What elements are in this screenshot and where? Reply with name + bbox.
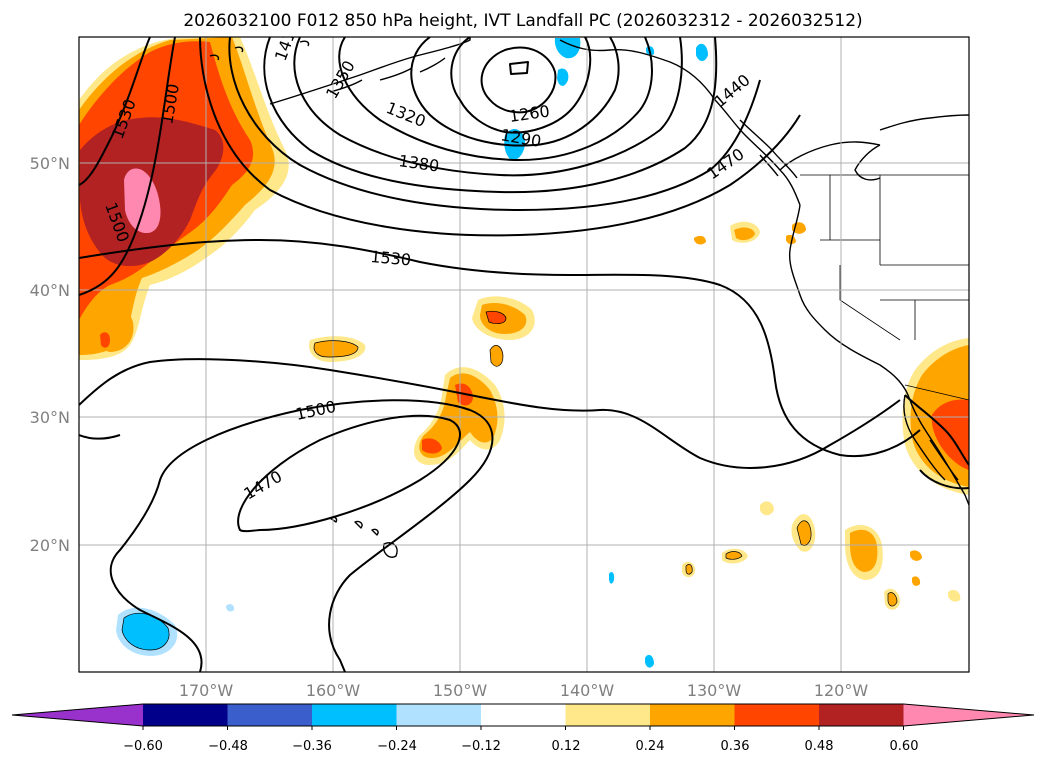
- shade-s1: [760, 501, 774, 516]
- contour-sw: [919, 469, 969, 490]
- shade-s8: [948, 589, 961, 602]
- lat-label: 30°N: [30, 408, 70, 427]
- colorbar-extend-high: [903, 704, 1034, 726]
- shade-neg6: [226, 604, 235, 612]
- colorbar-segment: [650, 704, 736, 726]
- contour-1500-loop: [109, 399, 494, 672]
- contour-baja-outline: [904, 394, 969, 466]
- shade-neg4: [557, 68, 569, 86]
- us-west-coast: [788, 204, 969, 506]
- lon-label: 160°W: [306, 681, 361, 700]
- colorbar-segment: [819, 704, 905, 726]
- colorbar-segment: [565, 704, 651, 726]
- aleutian-islands: [209, 40, 310, 61]
- colorbar-ticks: −0.60 −0.48 −0.36 −0.24 −0.12 0.12 0.24 …: [123, 739, 918, 754]
- colorbar-tick-label: −0.36: [292, 739, 332, 754]
- shade-s7: [910, 550, 922, 586]
- shade-nw-pink: [124, 168, 161, 234]
- colorbar-segment: [734, 704, 820, 726]
- contour-1440: [228, 37, 761, 211]
- shade-c4-orange: [419, 373, 498, 458]
- shade-c1-red: [486, 311, 506, 324]
- colorbar-tick-label: 0.48: [805, 739, 834, 754]
- lat-labels: 50°N 40°N 30°N 20°N: [30, 154, 70, 555]
- colorbar-segment: [481, 704, 567, 726]
- shade-ne1-o: [734, 227, 755, 241]
- lon-label: 170°W: [179, 681, 234, 700]
- contour-label: 1530: [370, 247, 412, 269]
- colorbar-tick-label: 0.24: [636, 739, 665, 754]
- colorbar-tick-label: −0.48: [208, 739, 248, 754]
- bc-interior: [779, 141, 881, 171]
- hawaii-islands: [329, 516, 398, 558]
- colorbar-tick-label: 0.36: [721, 739, 750, 754]
- lat-label: 40°N: [30, 281, 70, 300]
- lon-label: 120°W: [814, 681, 869, 700]
- mexico-border: [904, 384, 969, 401]
- contour-1530-main: [79, 239, 921, 458]
- shade-s2-o: [797, 520, 812, 546]
- map-frame: [78, 36, 970, 673]
- north-america-land-edge: [854, 114, 969, 181]
- colorbar-segment: [312, 704, 398, 726]
- shade-c3-orange: [490, 345, 503, 367]
- colorbar-tick-label: −0.60: [123, 739, 163, 754]
- shade-s3-o: [726, 551, 742, 560]
- contour-1320: [410, 37, 620, 147]
- contour-1290: [450, 37, 592, 134]
- colorbar-tick-label: −0.12: [461, 739, 501, 754]
- contour-1380: [293, 37, 683, 177]
- contour-1260-inner: [509, 61, 529, 75]
- shade-neg3: [554, 38, 581, 59]
- height-contours: [79, 37, 969, 672]
- map-panel: 1410 1350 1320 1260 1290 1380 1530 1500 …: [78, 36, 970, 673]
- colorbar-segment: [143, 704, 229, 726]
- shade-neg5: [696, 43, 708, 62]
- colorbar: [11, 703, 1035, 730]
- shade-s5-o: [686, 564, 693, 575]
- shade-ne3: [786, 222, 806, 245]
- lat-label: 20°N: [30, 536, 70, 555]
- shade-outlines: [121, 310, 898, 651]
- contour-1350: [338, 37, 653, 161]
- contour-1500-south: [79, 358, 901, 469]
- shade-s6-o: [888, 592, 897, 607]
- shade-nw-lobe-red: [100, 332, 110, 348]
- colorbar-tick-label: 0.12: [552, 739, 581, 754]
- figure-title: 2026032100 F012 850 hPa height, IVT Land…: [183, 11, 862, 31]
- contour-1500-north: [79, 37, 176, 296]
- colorbar-segment: [396, 704, 482, 726]
- lon-label: 150°W: [433, 681, 488, 700]
- contour-1470-north: [199, 37, 801, 237]
- colorbar-tick-label: 0.60: [890, 739, 919, 754]
- lon-labels: 170°W 160°W 150°W 140°W 130°W 120°W: [179, 681, 869, 700]
- shade-neg7: [609, 572, 615, 584]
- baja-coast: [903, 394, 959, 481]
- contour-1470-loop: [237, 414, 461, 533]
- colorbar-segment: [227, 704, 313, 726]
- shade-neg1: [122, 613, 170, 650]
- shade-ne2: [694, 235, 706, 245]
- gridlines: [79, 37, 969, 672]
- us-state-borders: [820, 175, 969, 341]
- contour-1410: [263, 37, 718, 194]
- lat-label: 50°N: [30, 154, 70, 173]
- shade-neg8: [645, 654, 654, 668]
- colorbar-extend-low: [12, 704, 143, 726]
- shade-s4-o: [850, 529, 878, 572]
- lon-label: 130°W: [687, 681, 742, 700]
- shade-c2-orange: [314, 340, 358, 357]
- contour-1530-north: [79, 37, 151, 186]
- lon-label: 140°W: [560, 681, 615, 700]
- contour-1260: [480, 46, 557, 114]
- alaska-coast: [269, 37, 471, 105]
- colorbar-tick-label: −0.24: [377, 739, 417, 754]
- contour-bottom-left: [79, 434, 121, 440]
